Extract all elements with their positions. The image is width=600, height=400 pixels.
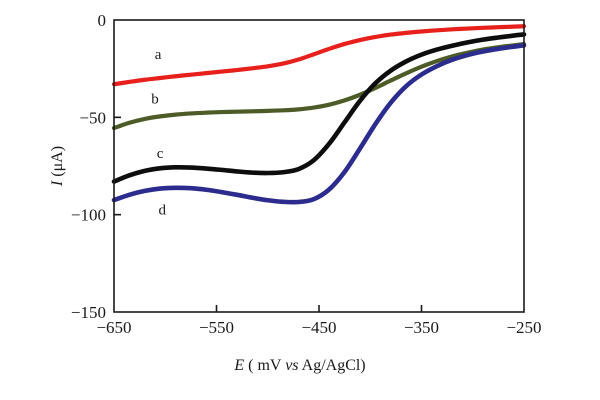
y-axis-title-unit: (μA) — [49, 146, 66, 181]
curve-b — [111, 42, 527, 131]
curve-label-b: b — [151, 92, 159, 108]
y-axis-title-symbol: I — [49, 180, 66, 187]
curve-labels: a b c d — [151, 47, 166, 219]
curve-label-c: c — [157, 146, 164, 162]
y-tick-label-−50: −50 — [79, 108, 106, 127]
curve-label-a: a — [155, 47, 162, 63]
x-axis-title: E ( mV vs Ag/AgCl) — [233, 357, 365, 374]
y-tick-label-−150: −150 — [71, 303, 106, 322]
curves-group — [111, 24, 527, 205]
y-axis-title: I (μA) — [49, 146, 66, 187]
curve-a — [111, 24, 527, 87]
y-tick-label-0: 0 — [98, 11, 107, 30]
curve-label-d: d — [158, 203, 166, 219]
svg-text:I (μA): I (μA) — [49, 146, 66, 187]
svg-text:E ( mV vs Ag/AgCl): E ( mV vs Ag/AgCl) — [233, 357, 365, 374]
x-tick-label-−650: −650 — [96, 318, 131, 337]
x-axis-title-symbol: E — [233, 357, 244, 374]
x-tick-label-−350: −350 — [404, 318, 439, 337]
curve-d — [111, 43, 527, 205]
y-axis-ticks — [114, 116, 121, 216]
x-axis-ticks — [215, 305, 423, 312]
x-axis-tick-labels: −650 −550 −450 −350 −250 — [96, 318, 541, 337]
curve-c — [111, 32, 527, 184]
x-axis-title-open: ( mV — [244, 357, 285, 374]
x-axis-title-close: Ag/AgCl) — [299, 357, 366, 374]
x-axis-title-vs: vs — [285, 357, 298, 374]
x-tick-label-−550: −550 — [199, 318, 234, 337]
y-axis-tick-labels: 0 −50 −100 −150 — [71, 11, 106, 322]
x-tick-label-−250: −250 — [506, 318, 541, 337]
x-tick-label-−450: −450 — [301, 318, 336, 337]
y-tick-label-−100: −100 — [71, 206, 106, 225]
